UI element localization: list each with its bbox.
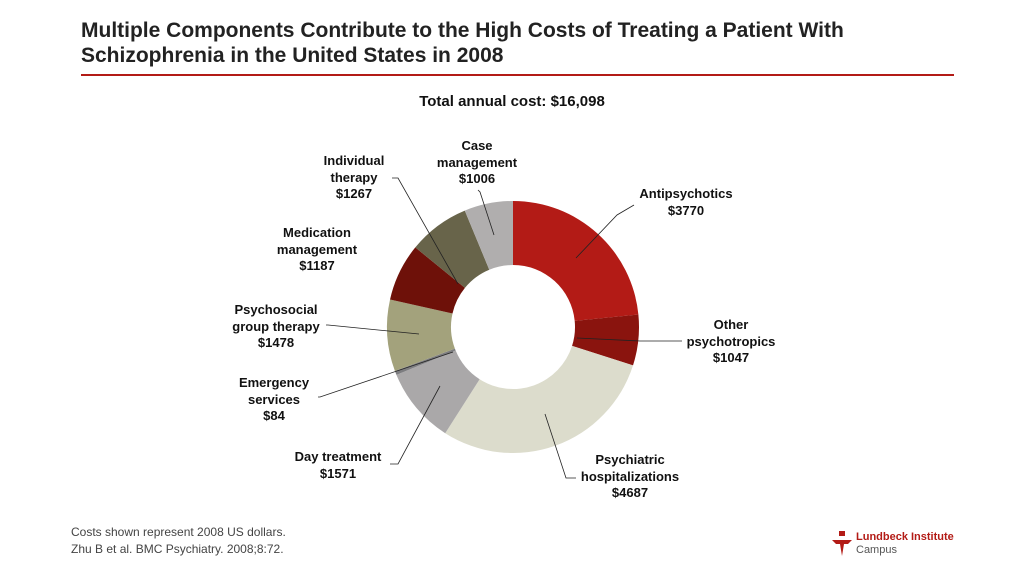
slice-psychosocial-group-therapy <box>387 299 455 371</box>
footnote-citation: Zhu B et al. BMC Psychiatry. 2008;8:72. <box>71 542 284 556</box>
chart-title: Total annual cost: $16,098 <box>419 93 605 110</box>
label-psychiatric-hospitalizations: Psychiatric hospitalizations $4687 <box>580 452 680 500</box>
leader-line-7 <box>392 177 459 285</box>
footnote-costs: Costs shown represent 2008 US dollars. <box>71 525 286 539</box>
lundbeck-logo: Lundbeck Institute Campus <box>832 531 954 562</box>
slice-day-treatment <box>396 350 480 434</box>
slice-other-psychotropics <box>572 314 640 366</box>
leader-line-0 <box>575 204 635 259</box>
leader-line-8 <box>477 189 495 236</box>
label-case-management: Case management $1006 <box>436 138 518 186</box>
label-individual-therapy: Individual therapy $1267 <box>323 153 385 201</box>
leader-line-5 <box>326 324 420 335</box>
slice-case-management <box>464 201 513 270</box>
logo-icon <box>832 531 852 556</box>
label-other-psychotropics: Other psychotropics $1047 <box>686 317 776 365</box>
label-psychosocial-group-therapy: Psychosocial group therapy $1478 <box>232 302 320 350</box>
title-divider <box>81 74 954 76</box>
label-antipsychotics: Antipsychotics $3770 <box>639 186 733 218</box>
footnote: Costs shown represent 2008 US dollars. Zh… <box>71 524 286 558</box>
slice-antipsychotics <box>513 201 639 321</box>
leader-line-4 <box>318 351 454 398</box>
label-emergency-services: Emergency services $84 <box>238 375 310 423</box>
leader-line-3 <box>390 385 441 465</box>
label-medication-management: Medication management $1187 <box>276 225 358 273</box>
slice-medication-management <box>390 247 465 314</box>
slice-individual-therapy <box>415 210 490 288</box>
label-day-treatment: Day treatment $1571 <box>294 449 382 481</box>
slide-title: Multiple Components Contribute to the Hi… <box>81 19 844 67</box>
leader-line-1 <box>576 337 682 342</box>
slice-psychiatric-hospitalizations <box>445 345 634 454</box>
leader-line-2 <box>544 413 576 479</box>
